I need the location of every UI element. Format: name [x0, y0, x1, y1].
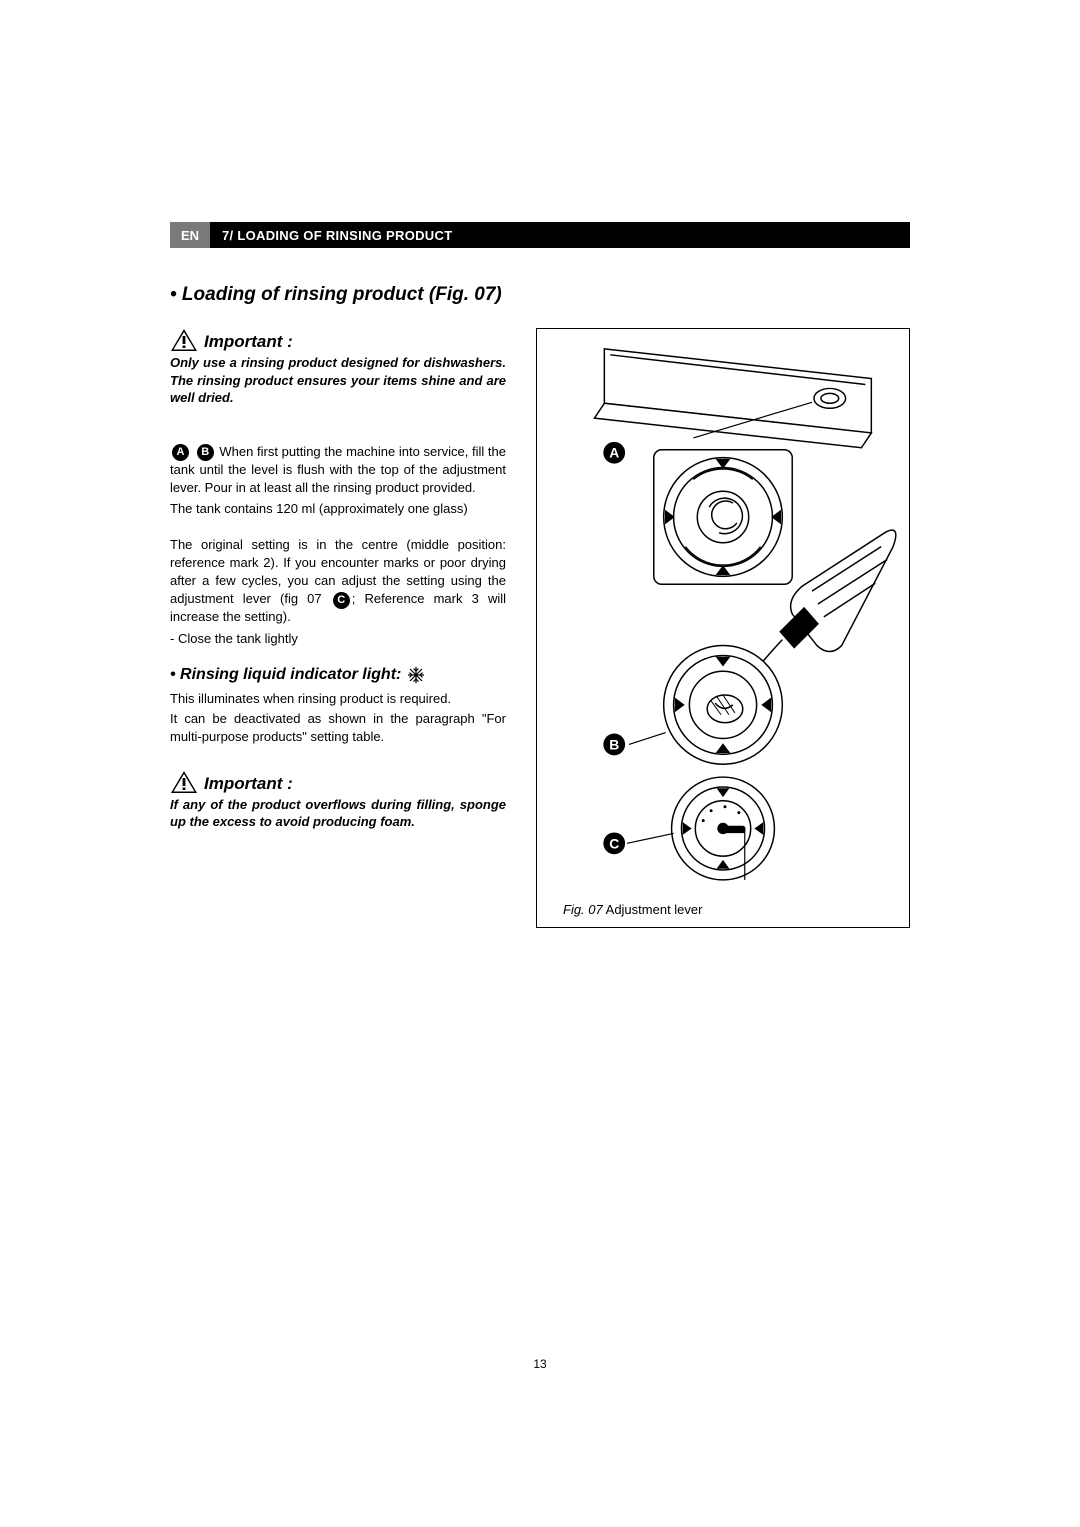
subheading-text: • Rinsing liquid indicator light:: [170, 666, 401, 684]
para-ab-1: When first putting the machine into serv…: [170, 444, 506, 495]
close-tank-line: - Close the tank lightly: [170, 630, 506, 648]
two-column-layout: Important : Only use a rinsing product d…: [170, 328, 910, 928]
indicator-p2: It can be deactivated as shown in the pa…: [170, 710, 506, 746]
figure-07-illustration: A: [545, 339, 901, 893]
body-paragraph-setting: The original setting is in the centre (m…: [170, 536, 506, 648]
body-paragraph-ab: A B When first putting the machine into …: [170, 443, 506, 519]
indicator-p1: This illuminates when rinsing product is…: [170, 690, 506, 708]
indicator-paragraphs: This illuminates when rinsing product is…: [170, 690, 506, 746]
important-note-1: Important : Only use a rinsing product d…: [170, 328, 506, 407]
section-header-bar: EN 7/ LOADING OF RINSING PRODUCT: [170, 222, 910, 248]
important-text: Only use a rinsing product designed for …: [170, 354, 506, 407]
page-number: 13: [170, 1357, 910, 1371]
important-note-2: Important : If any of the product overfl…: [170, 770, 506, 831]
para-ab-2: The tank contains 120 ml (approximately …: [170, 500, 506, 518]
page-section-title: • Loading of rinsing product (Fig. 07): [170, 284, 910, 306]
svg-text:A: A: [609, 445, 619, 461]
letter-badge-a-inline: A: [172, 444, 189, 461]
manual-page: EN 7/ LOADING OF RINSING PRODUCT • Loadi…: [170, 222, 910, 928]
svg-text:B: B: [609, 736, 619, 752]
letter-badge-c-inline: C: [333, 592, 350, 609]
rinse-indicator-icon: [407, 666, 425, 684]
figure-07-box: A: [536, 328, 910, 928]
figure-caption-text: Adjustment lever: [603, 902, 703, 917]
warning-triangle-icon: [170, 328, 198, 352]
important-label: Important :: [204, 332, 293, 352]
svg-text:C: C: [609, 835, 619, 851]
important-text-2: If any of the product overflows during f…: [170, 796, 506, 831]
indicator-light-heading: • Rinsing liquid indicator light:: [170, 666, 506, 684]
text-column: Important : Only use a rinsing product d…: [170, 328, 506, 928]
important-label-2: Important :: [204, 774, 293, 794]
letter-badge-b-inline: B: [197, 444, 214, 461]
header-language-badge: EN: [170, 222, 210, 248]
warning-triangle-icon: [170, 770, 198, 794]
header-section-title: 7/ LOADING OF RINSING PRODUCT: [210, 222, 910, 248]
figure-caption: Fig. 07 Adjustment lever: [545, 902, 901, 917]
figure-column: A: [536, 328, 910, 928]
figure-number: Fig. 07: [563, 902, 603, 917]
